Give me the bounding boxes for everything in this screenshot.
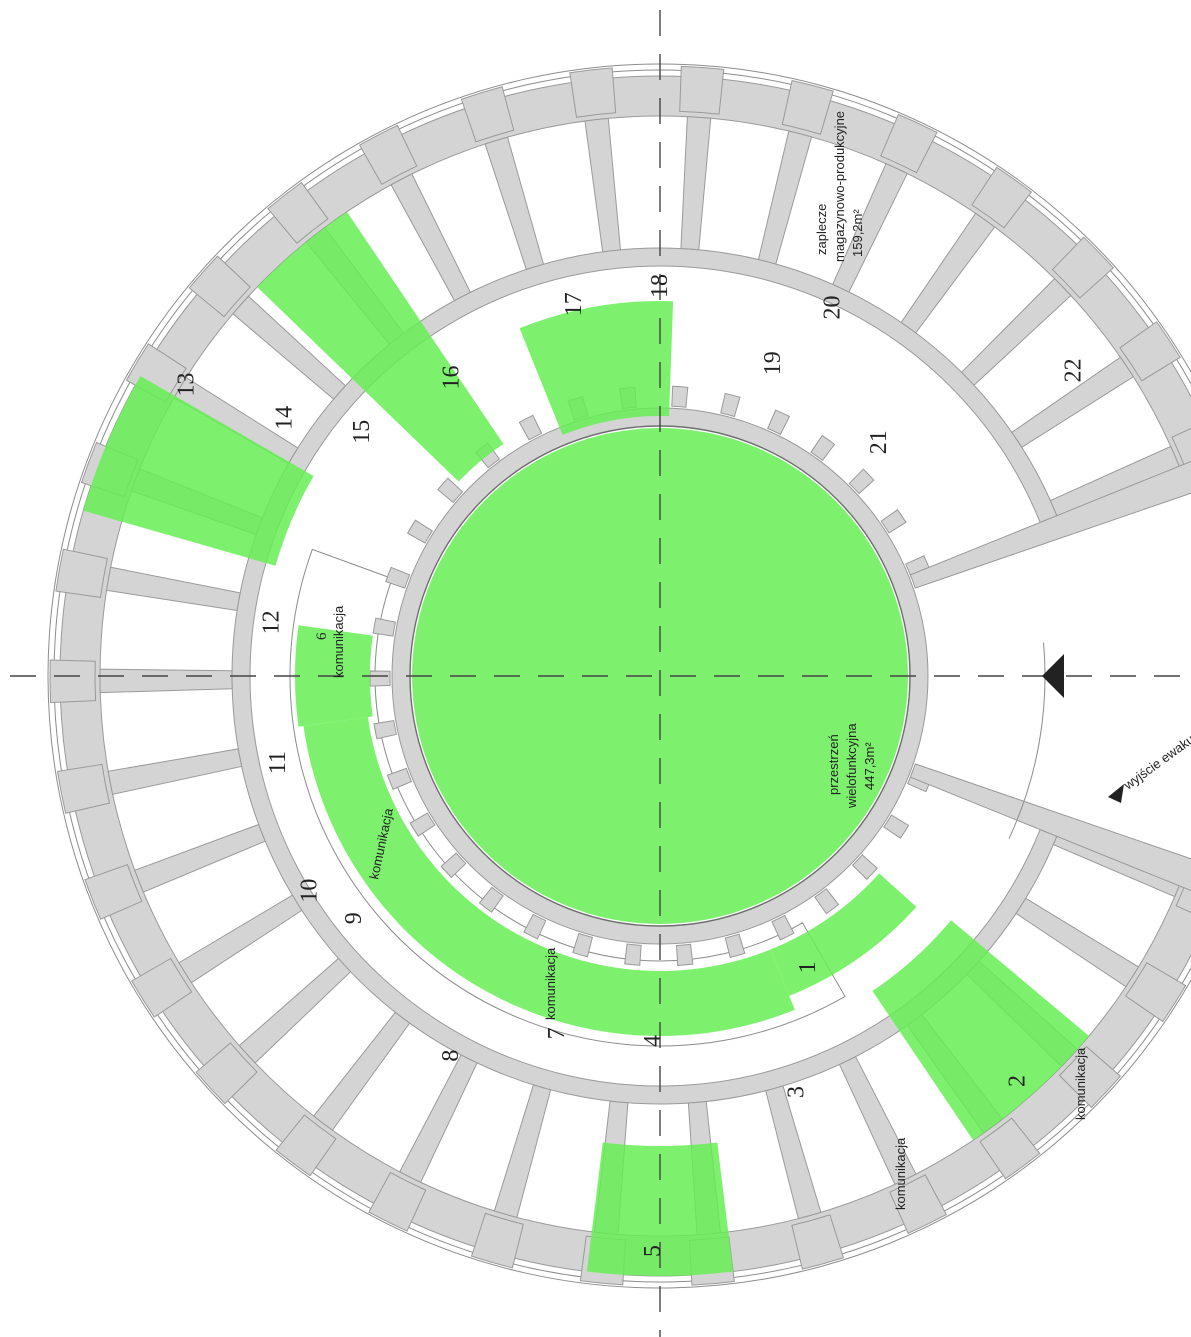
inner-pier: [768, 410, 790, 434]
outer-pier: [680, 66, 724, 114]
radial-wall: [485, 137, 543, 269]
radial-wall: [585, 118, 620, 251]
corridor-label-room2: komunikacja: [1073, 1047, 1088, 1120]
room-number-13: 13: [174, 373, 200, 397]
multipurpose-name-label: przestrzeń: [826, 734, 841, 795]
inner-pier: [721, 393, 740, 416]
evacuation-arrow-icon: [1108, 784, 1124, 803]
radial-wall: [1016, 898, 1138, 986]
room-number-15: 15: [349, 420, 375, 444]
room-6-number: 6: [314, 632, 330, 640]
radial-wall: [108, 749, 241, 794]
storage-line2-label: magazynowo-produkcyjne: [832, 111, 847, 262]
radial-wall: [766, 1086, 821, 1219]
outer-pier: [570, 68, 616, 117]
radial-wall: [314, 1012, 410, 1130]
inner-pier: [370, 671, 390, 686]
radial-wall: [179, 895, 302, 982]
radial-wall: [681, 117, 711, 250]
room-number-21: 21: [866, 430, 892, 454]
radial-wall: [400, 1055, 477, 1182]
radial-wall: [100, 669, 232, 692]
radial-wall: [962, 279, 1071, 386]
inner-pier: [374, 721, 396, 739]
inner-pier: [408, 520, 433, 543]
room-number-2: 2: [1005, 1075, 1031, 1087]
radial-wall: [135, 824, 265, 892]
radial-wall: [901, 213, 994, 332]
storage-line1-label: zaplecze: [814, 204, 829, 255]
corridor-label-bottom: komunikacja: [543, 947, 558, 1020]
outer-pier: [50, 660, 96, 703]
radial-wall: [391, 174, 470, 301]
room-number-16: 16: [439, 366, 465, 390]
corridor-label-6: komunikacja: [331, 605, 346, 678]
room-number-17: 17: [561, 292, 587, 316]
inner-pier: [373, 618, 395, 636]
radial-wall: [494, 1085, 550, 1218]
room-number-12: 12: [259, 610, 285, 634]
multipurpose-name2-label: wielofunkcyjna: [844, 723, 859, 809]
inner-pier: [519, 415, 541, 440]
zone-room-17-18: [520, 301, 674, 435]
room-number-19: 19: [760, 351, 786, 375]
outer-pier: [56, 549, 107, 597]
room-number-7: 7: [544, 1027, 570, 1039]
room-number-14: 14: [271, 406, 297, 430]
room-number-9: 9: [341, 912, 367, 924]
evacuation-exit-label: wyjście ewaku: [1120, 731, 1191, 793]
radial-wall: [239, 958, 350, 1062]
inner-pier: [672, 386, 688, 407]
room-number-11: 11: [265, 751, 291, 774]
room-number-4: 4: [640, 1035, 666, 1047]
room-number-3: 3: [783, 1086, 809, 1098]
multipurpose-area-label: 447,3m²: [862, 742, 877, 790]
room-number-18: 18: [647, 274, 673, 298]
storage-area-label: 159,2m²: [850, 209, 865, 257]
room-number-20: 20: [820, 295, 846, 319]
radial-wall: [758, 131, 811, 264]
inner-pier: [625, 944, 642, 965]
room-number-1: 1: [795, 961, 821, 973]
room-number-8: 8: [438, 1050, 464, 1062]
room-number-22: 22: [1061, 358, 1087, 382]
room-number-10: 10: [297, 879, 323, 903]
inner-pier: [884, 815, 909, 838]
radial-wall: [107, 567, 241, 610]
room-number-5: 5: [640, 1245, 666, 1257]
corridor-label-bottom-right: komunikacja: [893, 1137, 908, 1210]
inner-pier: [676, 944, 692, 965]
